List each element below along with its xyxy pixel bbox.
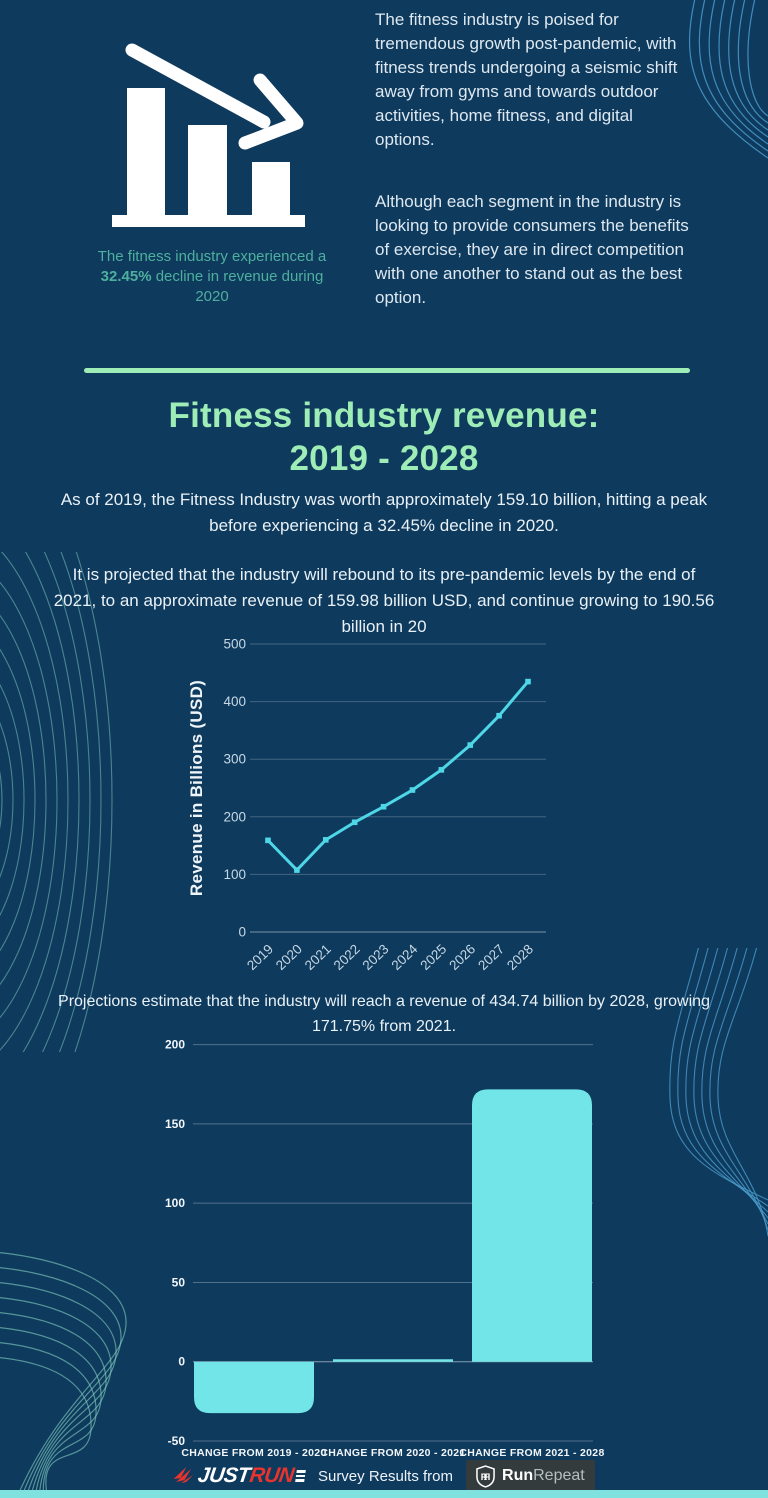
svg-text:2025: 2025 — [417, 941, 449, 973]
svg-text:R: R — [481, 1471, 488, 1481]
justrun-logo-just: JUST — [196, 1464, 252, 1487]
svg-text:2020: 2020 — [273, 941, 305, 973]
hero-intro-text: The fitness industry is poised for treme… — [375, 8, 697, 348]
paragraph-rebound-projection: It is projected that the industry will r… — [53, 565, 715, 636]
svg-text:CHANGE FROM 2020 - 2021: CHANGE FROM 2020 - 2021 — [320, 1447, 465, 1459]
svg-text:100: 100 — [165, 1196, 185, 1210]
bottom-accent-strip — [0, 1490, 768, 1498]
survey-attribution-text: Survey Results from — [317, 1467, 454, 1485]
svg-text:2023: 2023 — [360, 941, 392, 973]
caption-decline-percent: 32.45% — [100, 268, 152, 285]
paragraph-2028-projection: Projections estimate that the industry w… — [58, 993, 710, 1035]
svg-text:150: 150 — [165, 1117, 185, 1131]
declining-bar-chart-icon — [112, 43, 305, 227]
svg-text:Revenue in Billions (USD): Revenue in Billions (USD) — [187, 680, 206, 896]
hero-paragraph-2: Although each segment in the industry is… — [375, 192, 689, 307]
svg-text:50: 50 — [172, 1275, 186, 1289]
paragraph-2019-peak: As of 2019, the Fitness Industry was wor… — [60, 490, 708, 535]
justrun-logo-run: RUN — [248, 1464, 296, 1487]
justrun-logo-suffix — [295, 1470, 306, 1482]
svg-text:R: R — [483, 1471, 490, 1481]
starburst-icon — [173, 1467, 194, 1483]
svg-text:2026: 2026 — [446, 941, 478, 973]
svg-text:-50: -50 — [168, 1434, 186, 1448]
svg-text:0: 0 — [178, 1355, 185, 1369]
revenue-line-chart: 0 100 200 300 400 500 201920202021202220232024… — [187, 637, 546, 973]
svg-text:200: 200 — [223, 809, 246, 824]
svg-text:500: 500 — [223, 637, 246, 652]
shield-rr-monogram-icon: R R — [476, 1464, 495, 1488]
svg-text:400: 400 — [223, 694, 246, 709]
svg-text:CHANGE FROM 2019 - 2020: CHANGE FROM 2019 - 2020 — [181, 1447, 326, 1459]
svg-text:300: 300 — [223, 752, 246, 767]
svg-text:2021: 2021 — [302, 941, 334, 973]
justrun-logo: JUST RUN — [172, 1464, 307, 1488]
svg-text:CHANGE FROM 2021 - 2028: CHANGE FROM 2021 - 2028 — [459, 1447, 604, 1459]
footer: JUST RUN Survey Results from R R RunRepea… — [0, 1459, 768, 1493]
svg-text:2019: 2019 — [244, 941, 276, 973]
svg-text:2028: 2028 — [504, 941, 536, 973]
hero-paragraph-1: The fitness industry is poised for treme… — [375, 10, 678, 149]
svg-text:2022: 2022 — [331, 941, 363, 973]
svg-text:200: 200 — [165, 1038, 185, 1052]
svg-text:2024: 2024 — [389, 941, 421, 973]
svg-text:0: 0 — [238, 925, 246, 940]
hero-caption: The fitness industry experienced a 32.45… — [97, 248, 327, 305]
svg-text:2027: 2027 — [475, 941, 507, 973]
page-title: Fitness industry revenue: 2019 - 2028 — [168, 396, 600, 478]
section-divider — [84, 368, 690, 373]
runrepeat-logo: R R RunRepeat — [466, 1460, 595, 1492]
svg-text:100: 100 — [223, 867, 246, 882]
runrepeat-logo-text: RunRepeat — [502, 1467, 585, 1484]
